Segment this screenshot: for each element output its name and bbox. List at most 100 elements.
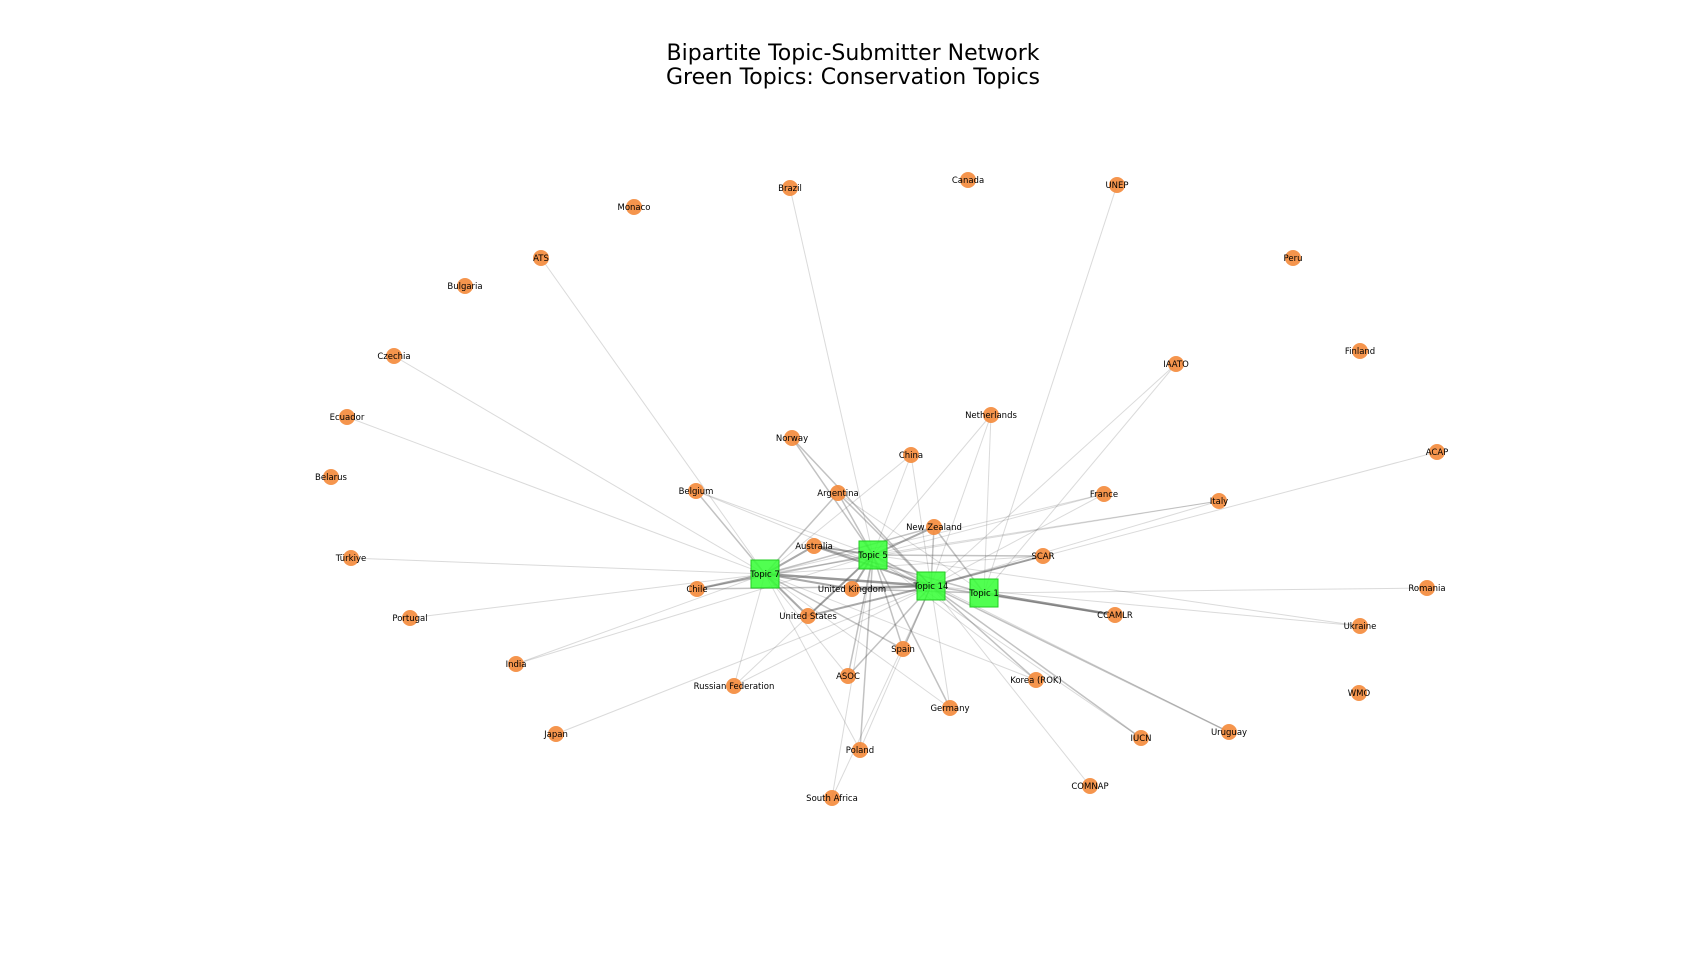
- edge-poland-topic-7: [764, 573, 861, 751]
- submitter-label: CCAMLR: [1097, 611, 1133, 621]
- edge-uruguay-topic-14: [930, 585, 1230, 733]
- submitter-label: Czechia: [377, 352, 410, 362]
- edge-south-africa-topic-14: [831, 585, 932, 799]
- submitter-label: Australia: [795, 542, 833, 552]
- submitter-label: UNEP: [1105, 181, 1128, 191]
- submitter-node-finland: Finland: [1345, 343, 1375, 359]
- edge-iaato-topic-1: [983, 363, 1177, 594]
- submitter-label: Brazil: [778, 184, 802, 194]
- title-line-1: Bipartite Topic-Submitter Network: [666, 41, 1040, 66]
- submitter-node-spain: Spain: [891, 641, 915, 657]
- edge-ukraine-topic-5: [872, 554, 1361, 627]
- topic-label: Topic 14: [913, 582, 949, 592]
- submitter-marker: [457, 278, 473, 294]
- title-line-2: Green Topics: Conservation Topics: [665, 65, 1041, 90]
- submitter-marker: [983, 407, 999, 423]
- edge-germany-topic-7: [764, 573, 951, 709]
- submitter-node-iucn: IUCN: [1130, 730, 1152, 746]
- submitter-node-bulgaria: Bulgaria: [447, 278, 483, 294]
- submitter-node-t-rkiye: Türkiye: [335, 550, 366, 566]
- submitter-marker: [508, 656, 524, 672]
- submitter-node-france: France: [1090, 486, 1118, 502]
- edge-italy-topic-5: [872, 500, 1220, 556]
- edge-poland-topic-14: [859, 585, 932, 751]
- submitter-marker: [1419, 580, 1435, 596]
- submitter-marker: [626, 199, 642, 215]
- edge-france-topic-5: [872, 493, 1105, 556]
- submitter-label: Russian Federation: [694, 682, 775, 692]
- edge-scar-topic-5: [872, 554, 1044, 557]
- edge-unep-topic-1: [983, 184, 1118, 594]
- node-layer: Monaco Brazil Canada UNEP ATS Bulgaria Peru Cze…: [315, 172, 1448, 806]
- submitter-node-united-states: United States: [779, 608, 837, 624]
- submitter-label: South Africa: [806, 794, 858, 804]
- submitter-node-czechia: Czechia: [377, 348, 411, 364]
- edge-korea-rok-topic-7: [764, 573, 1037, 681]
- edge-australia-topic-1: [813, 545, 985, 594]
- edge-belgium-topic-5: [695, 490, 874, 556]
- submitter-label: Japan: [543, 730, 568, 740]
- edge-germany-topic-5: [872, 554, 951, 709]
- submitter-label: Argentina: [817, 489, 858, 499]
- submitter-marker: [852, 742, 868, 758]
- submitter-node-scar: SCAR: [1031, 548, 1055, 564]
- edge-iucn-topic-14: [930, 585, 1142, 739]
- submitter-label: ASOC: [836, 672, 860, 682]
- edge-poland-topic-5: [859, 554, 874, 751]
- submitter-node-ukraine: Ukraine: [1344, 618, 1376, 634]
- submitter-marker: [824, 790, 840, 806]
- submitter-node-unep: UNEP: [1105, 177, 1129, 193]
- edge-italy-topic-14: [930, 500, 1220, 587]
- submitter-marker: [1028, 672, 1044, 688]
- submitter-label: Chile: [686, 585, 707, 595]
- submitter-node-ats: ATS: [533, 250, 549, 266]
- edge-norway-topic-14: [791, 437, 932, 587]
- submitter-node-belgium: Belgium: [679, 483, 713, 499]
- submitter-node-portugal: Portugal: [392, 610, 428, 626]
- submitter-label: Romania: [1408, 584, 1445, 594]
- submitter-node-korea-rok: Korea (ROK): [1010, 672, 1062, 688]
- submitter-marker: [343, 550, 359, 566]
- submitter-marker: [1211, 493, 1227, 509]
- submitter-node-monaco: Monaco: [617, 199, 651, 215]
- submitter-label: Peru: [1284, 254, 1303, 264]
- submitter-node-russian-federation: Russian Federation: [694, 678, 775, 694]
- edge-chile-topic-5: [696, 554, 874, 590]
- submitter-node-ecuador: Ecuador: [330, 409, 365, 425]
- submitter-marker: [402, 610, 418, 626]
- submitter-node-uruguay: Uruguay: [1211, 724, 1247, 740]
- edge-asoc-topic-5: [847, 554, 874, 677]
- submitter-label: United States: [779, 612, 837, 622]
- topic-node-topic-5: Topic 5: [857, 540, 888, 570]
- topic-marker: [858, 540, 888, 570]
- submitter-marker: [1107, 607, 1123, 623]
- submitter-marker: [1429, 444, 1445, 460]
- submitter-marker: [323, 469, 339, 485]
- submitter-label: France: [1090, 490, 1118, 500]
- submitter-label: Italy: [1210, 497, 1228, 507]
- submitter-marker: [784, 430, 800, 446]
- submitter-label: Belarus: [315, 473, 348, 483]
- submitter-label: Spain: [891, 645, 915, 655]
- edge-ukraine-topic-14: [930, 585, 1361, 627]
- submitter-node-wmo: WMO: [1348, 685, 1371, 701]
- submitter-node-china: China: [899, 447, 923, 463]
- edge-asoc-topic-14: [847, 585, 932, 677]
- submitter-label: IAATO: [1163, 360, 1189, 370]
- submitter-label: IUCN: [1130, 734, 1151, 744]
- submitter-node-new-zealand: New Zealand: [906, 519, 962, 535]
- submitter-marker: [926, 519, 942, 535]
- submitter-marker: [1096, 486, 1112, 502]
- submitter-label: Monaco: [617, 203, 650, 213]
- submitter-label: Portugal: [392, 614, 427, 624]
- submitter-node-peru: Peru: [1284, 250, 1303, 266]
- submitter-node-romania: Romania: [1408, 580, 1446, 596]
- edge-ats-topic-7: [540, 257, 766, 575]
- submitter-label: Uruguay: [1211, 728, 1247, 738]
- topic-marker: [916, 571, 946, 601]
- edge-united-states-topic-14: [807, 585, 932, 617]
- edge-layer: [346, 184, 1438, 799]
- submitter-label: United Kingdom: [818, 585, 886, 595]
- submitter-marker: [1168, 356, 1184, 372]
